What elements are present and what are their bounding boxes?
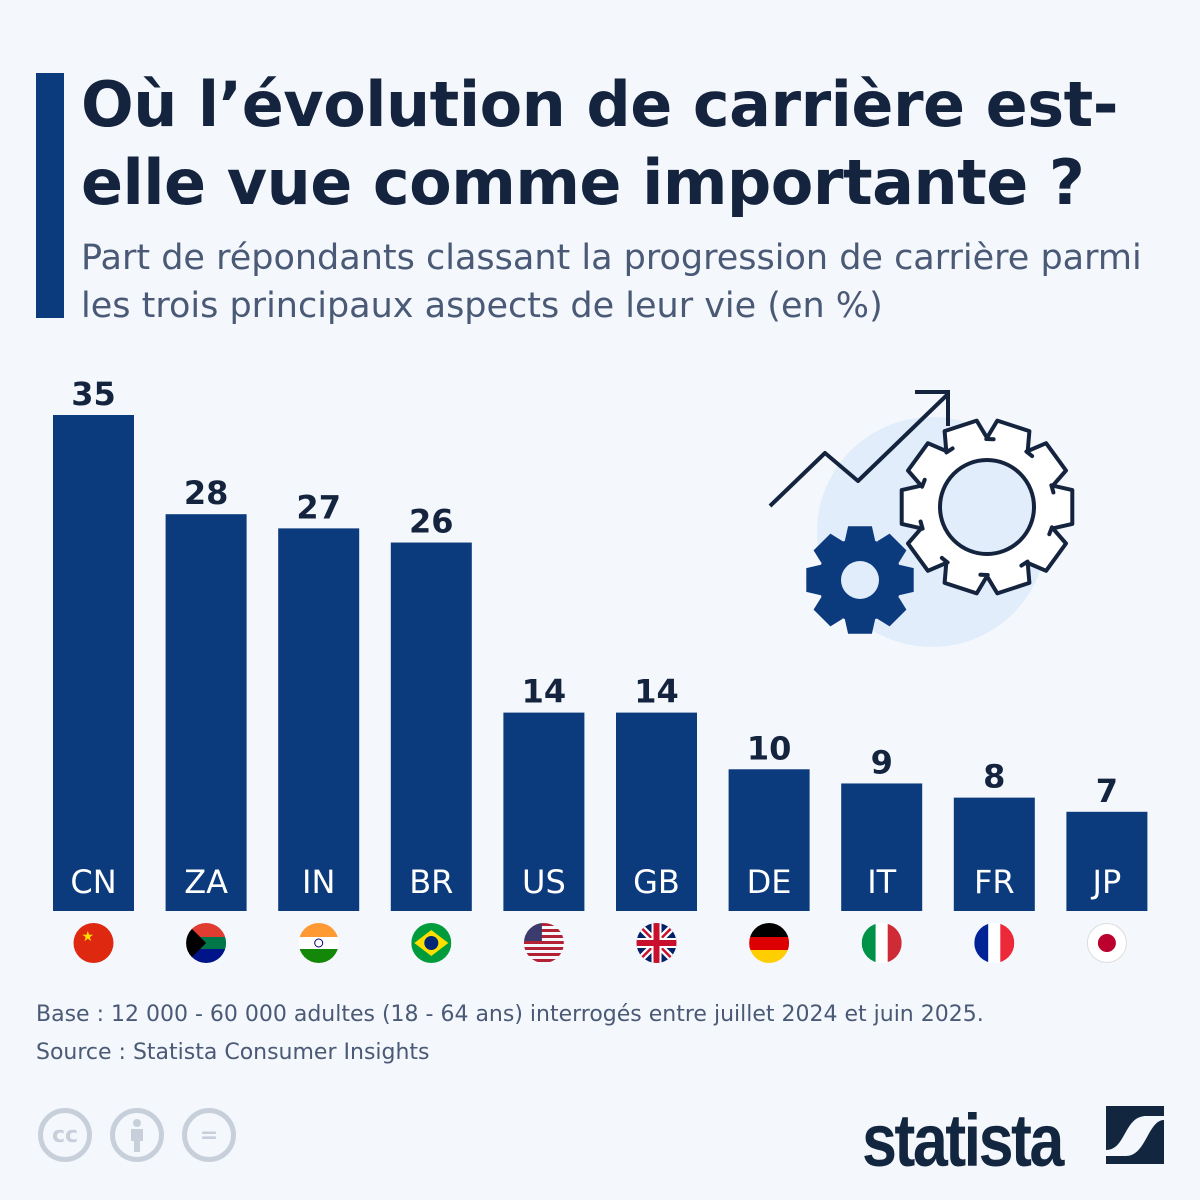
bar-ZA <box>165 514 247 911</box>
category-label: US <box>522 863 566 901</box>
nd-label: = <box>199 1122 219 1148</box>
usa-flag-icon <box>523 923 564 962</box>
chart-subtitle: Part de répondants classant la progressi… <box>81 238 1142 326</box>
category-label: JP <box>1091 863 1122 901</box>
india-flag-icon <box>298 923 339 963</box>
bar-DE <box>728 769 810 911</box>
bar-BR <box>390 542 472 911</box>
footer-base-note: Base : 12 000 - 60 000 adultes (18 - 64 … <box>36 1002 984 1027</box>
uk-flag-icon <box>636 923 677 963</box>
value-label: 14 <box>634 673 679 711</box>
cc-icon[interactable]: cc <box>38 1108 92 1162</box>
value-label: 35 <box>71 375 116 413</box>
svg-text:★: ★ <box>82 929 95 945</box>
bar-IT <box>841 783 923 911</box>
value-label: 27 <box>296 488 341 526</box>
category-label: BR <box>409 863 453 901</box>
title-accent-bar <box>36 73 64 318</box>
category-label: ZA <box>184 863 228 901</box>
bar-GB <box>616 712 697 911</box>
value-label: 26 <box>409 503 454 541</box>
career-gears-illustration <box>768 390 1075 647</box>
category-label: IT <box>867 863 896 901</box>
china-flag-icon: ★ <box>73 923 114 963</box>
statista-logo[interactable]: statista <box>862 1099 1064 1182</box>
category-label: DE <box>747 863 792 901</box>
bar-chart: 35 CN ★ 28 ZA 27 IN 26 BR 14 US 14 GB 10 DE 9 IT 8 FR 7 JP <box>53 375 1148 963</box>
germany-flag-icon <box>749 923 790 963</box>
cc-label: cc <box>51 1122 79 1148</box>
footer-source: Source : Statista Consumer Insights <box>36 1040 430 1065</box>
south-africa-flag-icon <box>186 923 227 963</box>
category-label: IN <box>302 863 335 901</box>
value-label: 14 <box>522 673 567 711</box>
bar-IN <box>278 528 360 911</box>
bar-FR <box>953 797 1035 911</box>
statista-logo-mark-icon <box>1106 1106 1164 1164</box>
bar-CN <box>53 415 134 911</box>
category-label: GB <box>633 863 680 901</box>
value-label: 8 <box>983 758 1005 796</box>
large-gear-icon <box>899 418 1075 596</box>
japan-flag-icon <box>1086 923 1127 963</box>
no-derivatives-icon[interactable]: = <box>182 1108 236 1162</box>
value-label: 9 <box>871 743 893 781</box>
trend-arrow-icon <box>768 392 950 508</box>
france-flag-icon <box>974 923 1015 963</box>
small-gear-icon <box>806 526 914 634</box>
category-label: CN <box>70 863 116 901</box>
attribution-icon[interactable] <box>110 1108 164 1162</box>
brazil-flag-icon <box>411 923 452 963</box>
chart-title: Où l’évolution de carrière est-elle vue … <box>81 68 1119 219</box>
value-label: 28 <box>184 474 229 512</box>
value-label: 10 <box>747 729 792 767</box>
value-label: 7 <box>1096 772 1118 810</box>
italy-flag-icon <box>861 923 902 963</box>
bar-JP <box>1066 811 1148 911</box>
category-label: FR <box>974 863 1015 901</box>
bar-US <box>503 712 585 911</box>
